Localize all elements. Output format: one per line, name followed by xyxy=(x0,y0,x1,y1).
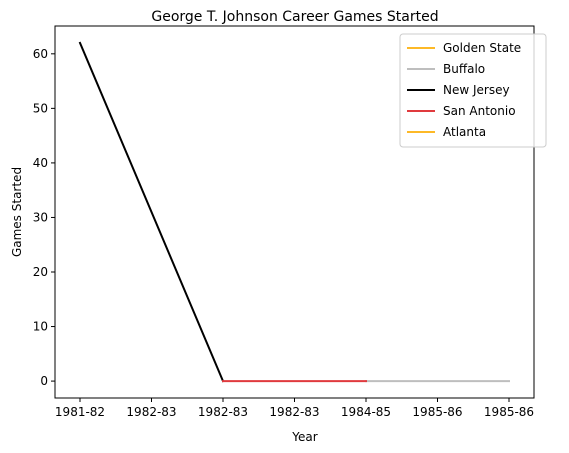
legend-entry: Atlanta xyxy=(443,125,486,139)
legend: Golden State Buffalo New Jersey San Antonio… xyxy=(400,34,546,147)
y-tick-label: 30 xyxy=(33,210,48,224)
x-tick-label: 1984-85 xyxy=(341,405,391,419)
x-axis: 1981-82 1982-83 1982-83 1982-83 1984-85 1985-… xyxy=(55,398,534,419)
y-tick-label: 10 xyxy=(33,320,48,334)
legend-entry: San Antonio xyxy=(443,104,516,118)
y-tick-label: 60 xyxy=(33,47,48,61)
series-line-new-jersey xyxy=(80,43,223,381)
y-axis-label: Games Started xyxy=(10,167,24,257)
y-tick-label: 20 xyxy=(33,265,48,279)
y-tick-label: 40 xyxy=(33,156,48,170)
legend-entry: Golden State xyxy=(443,41,521,55)
y-tick-label: 50 xyxy=(33,101,48,115)
x-tick-label: 1982-83 xyxy=(198,405,248,419)
x-tick-label: 1981-82 xyxy=(55,405,105,419)
x-tick-label: 1982-83 xyxy=(126,405,176,419)
chart-title: George T. Johnson Career Games Started xyxy=(151,9,438,25)
legend-entry: New Jersey xyxy=(443,83,510,97)
y-tick-label: 0 xyxy=(40,374,48,388)
y-axis: 0 10 20 30 40 50 60 xyxy=(33,47,55,388)
x-tick-label: 1985-86 xyxy=(484,405,534,419)
x-tick-label: 1982-83 xyxy=(269,405,319,419)
legend-entry: Buffalo xyxy=(443,62,485,76)
x-tick-label: 1985-86 xyxy=(412,405,462,419)
x-axis-label: Year xyxy=(291,430,317,444)
